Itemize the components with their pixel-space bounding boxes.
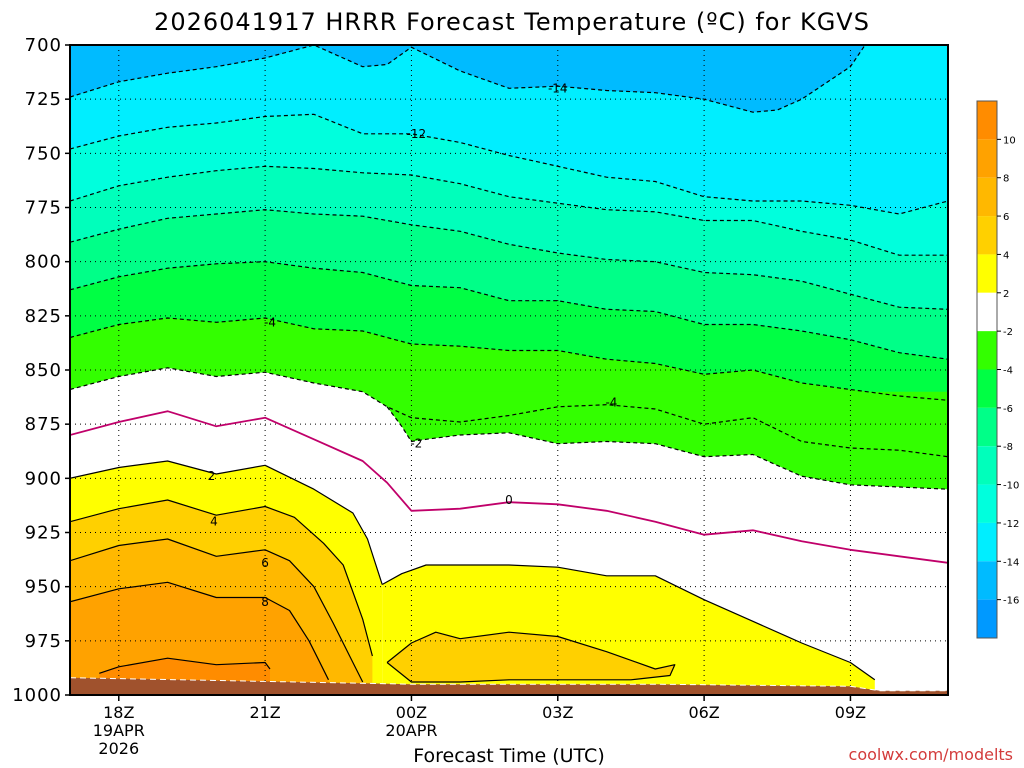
gridlines <box>70 45 948 695</box>
colorbar-bin <box>977 254 997 293</box>
plot-area <box>70 45 948 695</box>
y-tick-label: 975 <box>25 631 62 652</box>
colorbar-label: -8 <box>1003 442 1013 453</box>
x-tick-date: 19APR <box>93 721 145 740</box>
ground-fill <box>70 677 948 695</box>
contour-label: 0 <box>505 493 513 507</box>
contour-label: 8 <box>261 595 269 609</box>
colorbar-bin <box>977 407 997 447</box>
contour-label: -4 <box>605 396 617 410</box>
contour-label: -4 <box>264 315 276 329</box>
x-axis-label: Forecast Time (UTC) <box>413 745 604 767</box>
colorbar-bin <box>977 522 997 562</box>
contour-line-minus8 <box>70 209 948 310</box>
colorbar-bin <box>977 561 997 600</box>
x-tick-label: 21Z <box>249 703 280 722</box>
contour-label: 6 <box>261 556 269 570</box>
contour-line-minus12 <box>70 113 948 215</box>
x-tick-label: 03Z <box>542 703 573 722</box>
y-tick-label: 700 <box>25 35 62 56</box>
colorbar-label: -16 <box>1003 596 1019 607</box>
colorbar-bin <box>977 446 997 485</box>
x-tick-label: 09Z <box>835 703 866 722</box>
x-tick-year: 2026 <box>98 739 139 758</box>
contour-label: -2 <box>410 437 422 451</box>
y-axis: 700 725 750 775 800 825 850 875 900 925 950 975 1000 <box>12 35 70 706</box>
contour-label: 4 <box>210 515 218 529</box>
fill-band-minus16-to-minus14 <box>70 45 866 113</box>
temperature-fills <box>70 45 948 695</box>
x-tick-label: 06Z <box>688 703 719 722</box>
fill-band-4-to-6-east <box>387 632 675 682</box>
x-tick-date: 20APR <box>385 721 437 740</box>
contour-line-2p5 <box>381 564 876 681</box>
y-tick-label: 775 <box>25 198 62 219</box>
colorbar-bin <box>977 216 997 255</box>
contour-label: -14 <box>548 81 568 95</box>
chart-title: 2026041917 HRRR Forecast Temperature (ºC… <box>154 8 870 36</box>
colorbar-label: 4 <box>1003 250 1009 261</box>
contour-line-10 <box>99 657 271 674</box>
x-tick-label: 00Z <box>396 703 427 722</box>
contour-line-2 <box>70 460 383 585</box>
contour-lines <box>70 45 948 683</box>
colorbar-bin <box>977 177 997 217</box>
y-tick-label: 950 <box>25 577 62 598</box>
fill-band-minus2-east <box>387 391 948 490</box>
contour-label: 2 <box>208 469 216 483</box>
colorbar-label: 2 <box>1003 289 1009 300</box>
contour-line-minus14 <box>70 45 866 113</box>
colorbar-label: -4 <box>1003 366 1013 377</box>
y-tick-label: 875 <box>25 414 62 435</box>
contour-labels: -14 -12 -4 -4 -2 0 2 4 6 8 <box>208 81 618 609</box>
colorbar-label: -14 <box>1003 557 1019 568</box>
contour-line-4 <box>70 499 373 657</box>
contour-line-6 <box>70 538 364 683</box>
contour-label: -12 <box>407 127 427 141</box>
x-tick-label: 18Z <box>103 703 134 722</box>
ground-surface <box>70 677 948 695</box>
y-tick-label: 900 <box>25 468 62 489</box>
y-tick-label: 750 <box>25 143 62 164</box>
colorbar-bin <box>977 101 997 140</box>
y-tick-label: 825 <box>25 306 62 327</box>
colorbar-label: -6 <box>1003 404 1013 415</box>
y-tick-label: 800 <box>25 252 62 273</box>
colorbar-label: 8 <box>1003 174 1009 185</box>
colorbar-bin <box>977 331 997 370</box>
contour-line-minus10 <box>70 165 948 256</box>
colorbar-label: -2 <box>1003 327 1013 338</box>
credit-text: coolwx.com/modelts <box>849 745 1013 764</box>
contour-line-minus6 <box>70 261 948 360</box>
y-tick-label: 1000 <box>12 685 62 706</box>
contour-line-minus1 <box>386 406 948 490</box>
contour-line-8 <box>70 581 330 681</box>
contour-line-minus2 <box>70 367 948 458</box>
contour-line-4p5 <box>386 631 676 683</box>
colorbar-bin <box>977 484 997 523</box>
y-tick-label: 850 <box>25 360 62 381</box>
contour-line-0 <box>70 410 948 564</box>
y-tick-label: 925 <box>25 523 62 544</box>
colorbar-label: 10 <box>1003 135 1016 146</box>
colorbar-label: -12 <box>1003 519 1019 530</box>
colorbar: 10 8 6 4 2 -2 -4 -6 -8 -10 -12 -14 -16 <box>976 100 1019 639</box>
colorbar-bin <box>977 139 997 178</box>
colorbar-bin <box>977 369 997 408</box>
colorbar-bin <box>977 292 997 332</box>
contour-line-minus4 <box>70 317 948 401</box>
colorbar-bin <box>977 599 997 638</box>
colorbar-label: -10 <box>1003 481 1019 492</box>
colorbar-label: 6 <box>1003 212 1009 223</box>
y-tick-label: 725 <box>25 89 62 110</box>
surface-line <box>70 677 948 692</box>
